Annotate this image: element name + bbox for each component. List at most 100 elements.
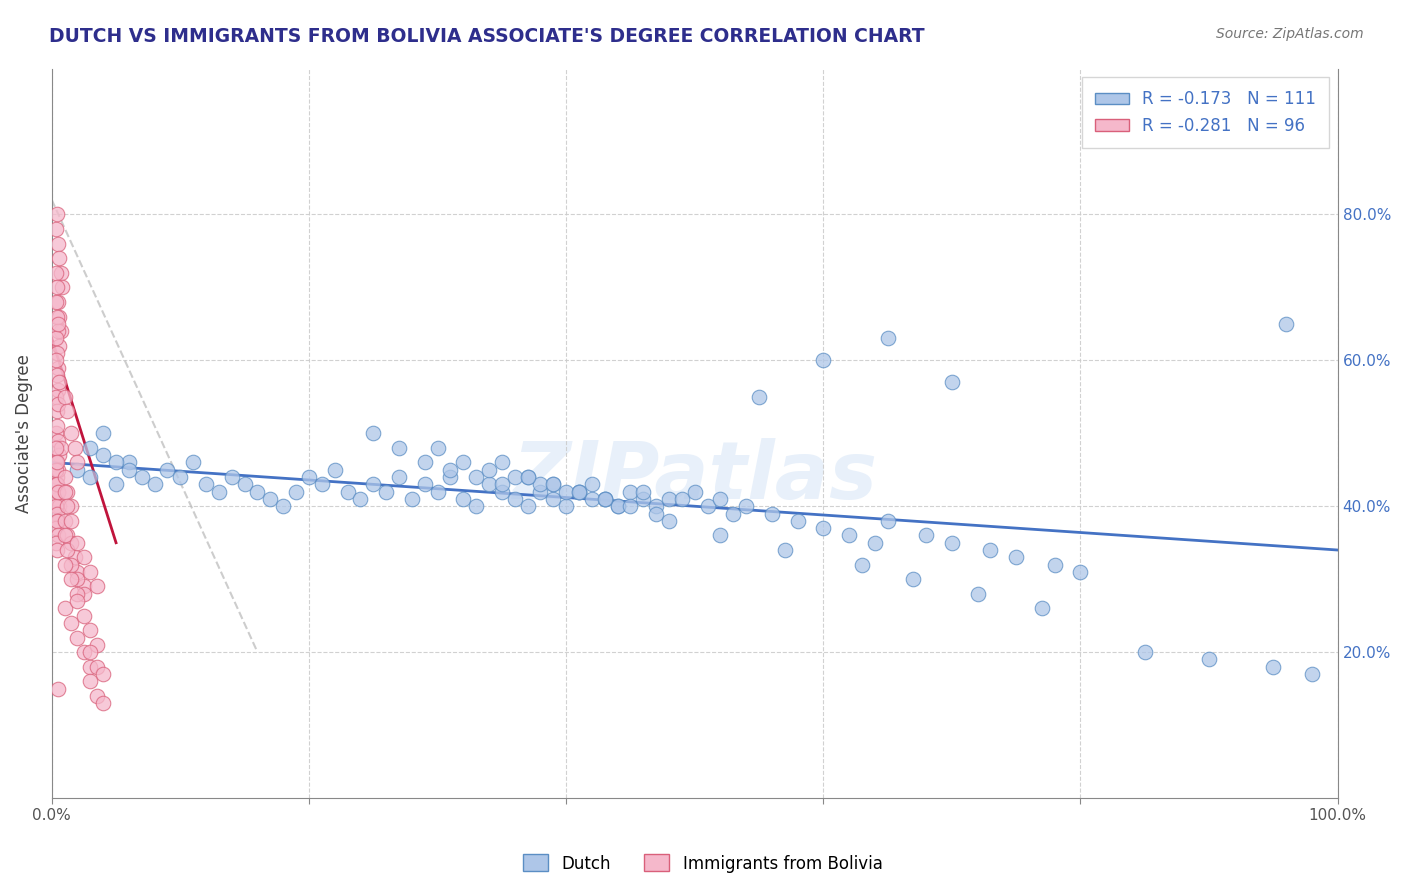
Point xyxy=(53,601,76,615)
Point xyxy=(46,397,69,411)
Point xyxy=(285,484,308,499)
Point xyxy=(683,484,706,499)
Point xyxy=(568,484,591,499)
Point xyxy=(451,491,474,506)
Point xyxy=(66,587,89,601)
Point xyxy=(516,470,538,484)
Point xyxy=(45,470,67,484)
Point xyxy=(56,528,79,542)
Point xyxy=(1275,317,1298,331)
Point xyxy=(555,500,578,514)
Point xyxy=(131,470,153,484)
Point xyxy=(439,470,461,484)
Point xyxy=(1005,550,1028,565)
Point xyxy=(105,455,128,469)
Point xyxy=(181,455,204,469)
Point xyxy=(45,404,67,418)
Point xyxy=(45,455,67,469)
Point xyxy=(48,339,70,353)
Point xyxy=(118,463,141,477)
Point xyxy=(246,484,269,499)
Point xyxy=(465,500,488,514)
Point xyxy=(66,463,89,477)
Point xyxy=(46,317,69,331)
Point xyxy=(221,470,243,484)
Point xyxy=(465,470,488,484)
Point xyxy=(1301,667,1323,681)
Point xyxy=(361,477,384,491)
Point xyxy=(73,580,96,594)
Point xyxy=(723,507,745,521)
Point xyxy=(271,500,294,514)
Point xyxy=(48,251,70,265)
Point xyxy=(709,528,731,542)
Point xyxy=(45,477,67,491)
Point xyxy=(73,587,96,601)
Point xyxy=(46,528,69,542)
Point xyxy=(1198,652,1220,666)
Point xyxy=(143,477,166,491)
Point xyxy=(786,514,808,528)
Point xyxy=(349,491,371,506)
Point xyxy=(46,484,69,499)
Point xyxy=(45,507,67,521)
Text: ZIPatlas: ZIPatlas xyxy=(512,438,877,516)
Point xyxy=(45,535,67,549)
Point xyxy=(45,419,67,434)
Point xyxy=(581,491,603,506)
Point xyxy=(45,331,67,345)
Point xyxy=(813,521,835,535)
Point xyxy=(91,696,114,710)
Point xyxy=(49,324,72,338)
Point xyxy=(593,491,616,506)
Point xyxy=(48,500,70,514)
Point xyxy=(48,310,70,324)
Point xyxy=(773,543,796,558)
Point xyxy=(478,477,501,491)
Point xyxy=(555,484,578,499)
Point xyxy=(941,535,963,549)
Point xyxy=(259,491,281,506)
Point xyxy=(45,390,67,404)
Point xyxy=(876,331,898,345)
Point xyxy=(1069,565,1091,579)
Y-axis label: Associate's Degree: Associate's Degree xyxy=(15,354,32,513)
Point xyxy=(56,543,79,558)
Point xyxy=(66,594,89,608)
Point xyxy=(336,484,359,499)
Point xyxy=(388,441,411,455)
Point xyxy=(60,615,83,630)
Point xyxy=(45,368,67,382)
Point xyxy=(541,491,564,506)
Point xyxy=(91,448,114,462)
Point xyxy=(233,477,256,491)
Point xyxy=(915,528,938,542)
Point xyxy=(529,477,551,491)
Point xyxy=(53,390,76,404)
Point xyxy=(46,295,69,310)
Point xyxy=(46,324,69,338)
Point xyxy=(56,500,79,514)
Point xyxy=(529,484,551,499)
Point xyxy=(91,426,114,441)
Point xyxy=(46,514,69,528)
Point xyxy=(401,491,423,506)
Point xyxy=(60,514,83,528)
Point xyxy=(451,455,474,469)
Point xyxy=(413,455,436,469)
Point xyxy=(813,353,835,368)
Point xyxy=(60,500,83,514)
Point xyxy=(516,500,538,514)
Point xyxy=(388,470,411,484)
Point xyxy=(761,507,783,521)
Point xyxy=(645,507,668,521)
Point xyxy=(606,500,628,514)
Point xyxy=(45,521,67,535)
Point xyxy=(45,280,67,294)
Point xyxy=(45,477,67,491)
Point xyxy=(1043,558,1066,572)
Point xyxy=(60,535,83,549)
Text: Source: ZipAtlas.com: Source: ZipAtlas.com xyxy=(1216,27,1364,41)
Point xyxy=(46,463,69,477)
Point xyxy=(619,484,641,499)
